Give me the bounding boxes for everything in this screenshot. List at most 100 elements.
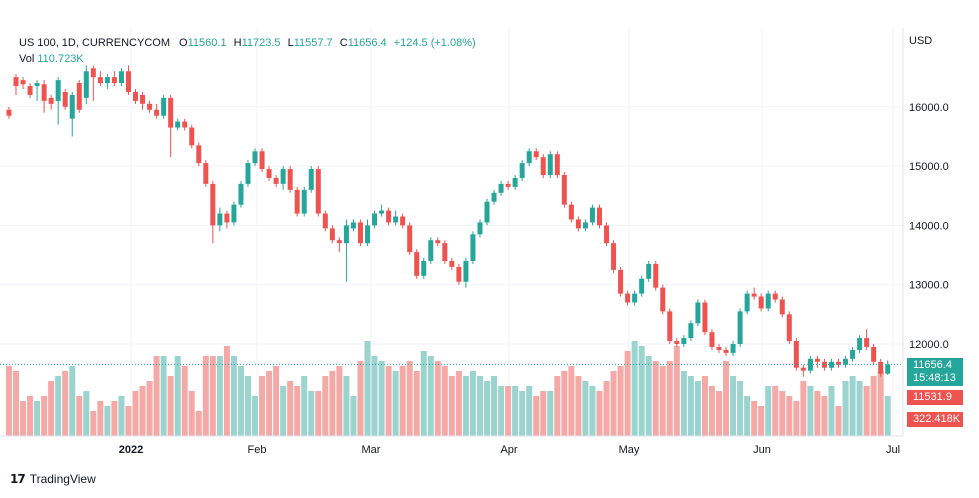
candle-body: [231, 204, 237, 223]
currency-label[interactable]: USD: [909, 35, 933, 47]
volume-bar: [842, 381, 849, 436]
candle-body: [505, 183, 511, 187]
time-tick-label: Jul: [886, 444, 900, 456]
volume-bar: [427, 356, 434, 436]
volume-bar: [673, 346, 680, 436]
candle-body: [751, 293, 757, 297]
candle-body: [322, 213, 328, 229]
volume-bar: [280, 386, 287, 436]
candle-body: [463, 260, 469, 282]
volume-bar: [469, 371, 476, 436]
candle-body: [456, 266, 462, 282]
candle-body: [154, 109, 160, 116]
candle-body: [632, 293, 638, 303]
candle-body: [168, 97, 174, 128]
tradingview-logo-icon: 17: [10, 472, 26, 486]
volume-bar: [266, 371, 273, 436]
candle-body: [259, 151, 265, 170]
candle-body: [287, 169, 293, 190]
price-candles: [6, 65, 891, 377]
volume-tag: 322.418K: [907, 412, 963, 427]
candle-body: [723, 349, 729, 353]
volume-bar: [329, 371, 336, 436]
volume-bar: [821, 396, 828, 436]
volume-bar: [519, 391, 526, 436]
volume-bar: [737, 381, 744, 436]
volume-bar: [160, 356, 167, 436]
volume-bar: [498, 386, 505, 436]
volume-bar: [118, 396, 125, 436]
candle-body: [800, 367, 806, 371]
volume-bar: [540, 391, 547, 436]
candle-body: [6, 109, 12, 116]
candle-body: [688, 323, 694, 339]
candle-body: [885, 364, 891, 374]
volume-bar: [666, 361, 673, 436]
candle-body: [871, 346, 877, 362]
ohlc-legend: US 100, 1D, CURRENCYCOM O11560.1 H11723.…: [19, 36, 480, 65]
volume-bar: [83, 391, 90, 436]
candle-body: [857, 338, 863, 350]
volume-bar: [800, 381, 807, 436]
volume-bar: [34, 401, 41, 436]
volume-bar: [505, 386, 512, 436]
time-axis[interactable]: 2022 Feb Mar Apr May Jun Jul: [119, 444, 900, 456]
candle-body: [779, 299, 785, 315]
candle-body: [639, 278, 645, 294]
volume-bar: [554, 376, 561, 436]
volume-bar: [104, 406, 111, 436]
volume-bar: [533, 396, 540, 436]
candle-body: [786, 314, 792, 342]
volume-bar: [146, 381, 153, 436]
candle-body: [512, 177, 518, 187]
price-tick-label: 12000.0: [909, 339, 949, 351]
candle-body: [519, 163, 525, 178]
candle-body: [196, 145, 202, 164]
volume-bar: [596, 391, 603, 436]
candle-body: [273, 177, 279, 184]
candle-body: [533, 151, 539, 158]
volume-bar: [694, 381, 701, 436]
candle-body: [540, 157, 546, 175]
volume-bar: [491, 376, 498, 436]
candle-body: [140, 94, 146, 104]
candle-body: [83, 71, 89, 98]
volume-bar: [631, 341, 638, 436]
candle-body: [821, 361, 827, 368]
volume-bar: [751, 401, 758, 436]
volume-bar: [167, 376, 174, 436]
tradingview-footer[interactable]: 17 TradingView: [10, 472, 96, 486]
volume-bar: [252, 396, 259, 436]
volume-bar: [237, 366, 244, 436]
volume-bar: [371, 356, 378, 436]
candle-body: [203, 163, 209, 184]
volume-bar: [364, 341, 371, 436]
volume-bar: [744, 396, 751, 436]
volume-bar: [645, 356, 652, 436]
candle-body: [618, 269, 624, 294]
volume-bar: [216, 356, 223, 436]
candle-body: [379, 210, 385, 214]
open-value: 11560.1: [187, 37, 227, 49]
volume-bar: [582, 381, 589, 436]
candle-body: [41, 84, 47, 101]
symbol-label[interactable]: US 100, 1D, CURRENCYCOM: [19, 37, 170, 49]
candle-body: [118, 71, 124, 84]
volume-bar: [835, 406, 842, 436]
volume-bar: [814, 391, 821, 436]
volume-bar: [512, 386, 519, 436]
candle-body: [442, 243, 448, 261]
volume-bar: [27, 396, 34, 436]
candle-body: [646, 263, 652, 279]
candle-body: [758, 296, 764, 309]
candle-body: [484, 201, 490, 223]
price-axis[interactable]: 12000.0 13000.0 14000.0 15000.0 16000.0: [909, 102, 949, 351]
time-tick-label: Jun: [753, 444, 771, 456]
volume-bar: [259, 376, 266, 436]
volume-bar: [244, 376, 251, 436]
candle-body: [161, 97, 167, 116]
candle-body: [210, 183, 216, 226]
volume-bar: [575, 376, 582, 436]
candle-body: [695, 302, 701, 324]
